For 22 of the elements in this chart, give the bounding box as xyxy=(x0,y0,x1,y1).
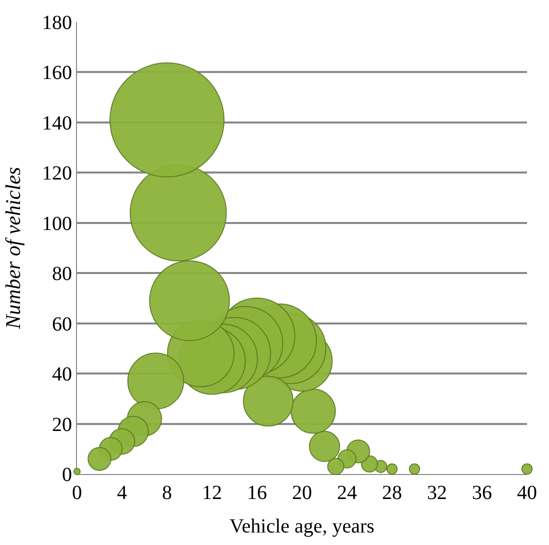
y-tick-label: 140 xyxy=(42,112,72,134)
x-axis-title: Vehicle age, years xyxy=(230,516,375,538)
y-axis-title: Number of vehicles xyxy=(1,166,26,330)
y-tick-label: 40 xyxy=(52,364,72,386)
x-tick-label: 36 xyxy=(472,482,492,504)
x-tick-label: 32 xyxy=(427,482,447,504)
x-tick-label: 16 xyxy=(247,482,267,504)
y-tick-label: 160 xyxy=(42,62,72,84)
x-tick-label: 28 xyxy=(382,482,402,504)
y-tick-label: 120 xyxy=(42,162,72,185)
y-tick-label: 0 xyxy=(62,464,72,486)
x-tick-label: 20 xyxy=(292,482,312,504)
y-tick-label: 20 xyxy=(52,414,72,436)
x-tick-label: 4 xyxy=(117,482,127,504)
y-tick-label: 180 xyxy=(42,12,72,34)
x-tick-label: 8 xyxy=(162,482,172,504)
y-tick-label: 80 xyxy=(52,263,72,286)
y-tick-label: 100 xyxy=(42,212,72,235)
x-tick-label: 24 xyxy=(337,482,357,504)
x-tick-label: 12 xyxy=(202,482,222,504)
y-tick-label: 60 xyxy=(52,313,72,336)
x-tick-label: 40 xyxy=(517,482,537,504)
